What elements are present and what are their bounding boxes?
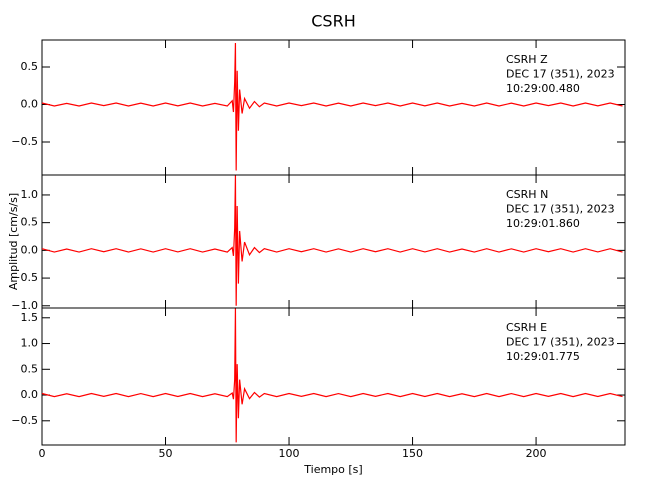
y-tick-label: 0.5 — [21, 362, 39, 375]
x-tick-label: 50 — [159, 447, 173, 460]
waveform — [41, 308, 623, 443]
y-tick-label: 0.5 — [21, 60, 39, 73]
y-tick-label: 1.0 — [21, 188, 39, 201]
x-tick-label: 150 — [402, 447, 423, 460]
y-tick-label: −1.0 — [11, 299, 38, 312]
waveform — [41, 42, 623, 171]
chart-title: CSRH — [311, 12, 355, 31]
y-tick-label: 1.0 — [21, 337, 39, 350]
plot-frame — [41, 307, 626, 446]
y-tick-label: 0.0 — [21, 243, 39, 256]
y-tick-label: −0.5 — [11, 135, 38, 148]
y-tick-label: 0.5 — [21, 216, 39, 229]
annotation: DEC 17 (351), 2023 — [506, 336, 615, 349]
x-tick-label: 100 — [279, 447, 300, 460]
annotation: CSRH Z — [506, 53, 548, 66]
y-tick-label: 0.0 — [21, 98, 39, 111]
y-axis-label: Amplitud [cm/s/s] — [7, 193, 20, 290]
y-tick-label: −0.5 — [11, 414, 38, 427]
annotation: DEC 17 (351), 2023 — [506, 203, 615, 216]
y-tick-label: 1.5 — [21, 311, 39, 324]
x-tick-label: 200 — [526, 447, 547, 460]
annotation: CSRH N — [506, 188, 548, 201]
y-tick-label: −0.5 — [11, 271, 38, 284]
annotation: DEC 17 (351), 2023 — [506, 68, 615, 81]
x-axis-label: Tiempo [s] — [303, 463, 362, 476]
annotation: 10:29:01.775 — [506, 350, 580, 363]
x-tick-label: 0 — [39, 447, 46, 460]
y-tick-label: 0.0 — [21, 388, 39, 401]
annotation: CSRH E — [506, 321, 547, 334]
annotation: 10:29:01.860 — [506, 217, 580, 230]
annotation: 10:29:00.480 — [506, 82, 580, 95]
waveform — [41, 175, 623, 306]
